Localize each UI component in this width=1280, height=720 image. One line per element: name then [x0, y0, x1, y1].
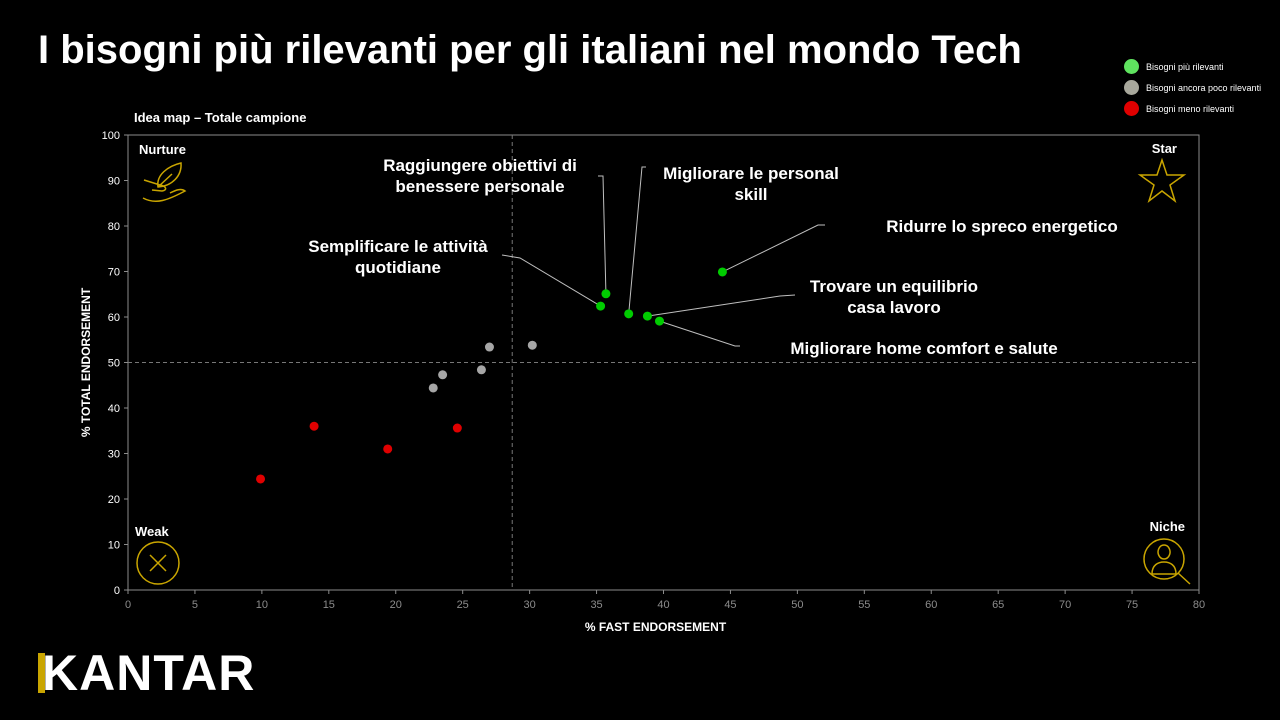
legend-marker — [1124, 80, 1139, 95]
legend-item: Bisogni meno rilevanti — [1124, 98, 1261, 119]
data-point — [717, 267, 727, 277]
x-tick-label: 0 — [125, 599, 131, 611]
leader-line — [501, 254, 601, 307]
star-icon — [1137, 157, 1187, 204]
x-tick-label: 10 — [256, 599, 268, 611]
point-label: Migliorare le personal skill — [663, 164, 839, 204]
legend-label: Bisogni meno rilevanti — [1146, 103, 1235, 114]
legend-item: Bisogni ancora poco rilevanti — [1124, 77, 1261, 98]
legend-label: Bisogni ancora poco rilevanti — [1146, 82, 1262, 93]
chart-title: Idea map – Totale campione — [134, 110, 306, 125]
y-tick-label: 20 — [108, 494, 120, 506]
point-label: Ridurre lo spreco energetico — [886, 217, 1117, 236]
user-search-glyph — [1151, 544, 1191, 585]
data-point — [383, 444, 393, 454]
legend: Bisogni più rilevanti Bisogni ancora poc… — [1124, 56, 1261, 119]
leader-line — [722, 224, 825, 273]
data-point — [654, 316, 664, 326]
point-label: Semplificare le attività quotidiane — [308, 237, 488, 277]
data-point — [527, 340, 537, 350]
y-tick-label: 70 — [108, 267, 120, 279]
x-tick-label: 75 — [1126, 599, 1138, 611]
hand-leaf-icon — [142, 162, 187, 202]
y-tick-label: 90 — [108, 176, 120, 188]
logo-text: KANTAR — [42, 645, 256, 701]
data-point — [596, 301, 606, 311]
x-tick-label: 30 — [524, 599, 536, 611]
legend-item: Bisogni più rilevanti — [1124, 56, 1261, 77]
user-search-icon — [1143, 538, 1185, 580]
x-tick-label: 15 — [323, 599, 335, 611]
quadrant-label-star: Star — [1152, 141, 1177, 156]
x-tick-label: 50 — [791, 599, 803, 611]
data-point — [601, 289, 611, 299]
x-tick-label: 20 — [390, 599, 402, 611]
x-tick-label: 5 — [192, 599, 198, 611]
x-tick-label: 65 — [992, 599, 1004, 611]
point-label: Trovare un equilibrio casa lavoro — [810, 277, 978, 317]
data-point — [642, 311, 652, 321]
y-tick-label: 0 — [114, 585, 120, 597]
x-circle-icon — [136, 541, 180, 585]
data-point — [428, 383, 438, 393]
x-tick-label: 25 — [457, 599, 469, 611]
y-tick-label: 10 — [108, 540, 120, 552]
quadrant-label-niche: Niche — [1150, 519, 1185, 534]
y-tick-label: 60 — [108, 312, 120, 324]
x-tick-label: 40 — [657, 599, 669, 611]
point-label: Raggiungere obiettivi di benessere person… — [383, 156, 577, 196]
x-tick-label: 45 — [724, 599, 736, 611]
legend-marker — [1124, 59, 1139, 74]
x-tick-label: 70 — [1059, 599, 1071, 611]
y-tick-label: 50 — [108, 358, 120, 370]
quadrant-label-nurture: Nurture — [139, 142, 186, 157]
legend-label: Bisogni più rilevanti — [1146, 61, 1224, 72]
quadrant-label-weak: Weak — [135, 524, 169, 539]
data-point — [256, 474, 266, 484]
leader-line — [598, 175, 607, 294]
data-point — [309, 421, 319, 431]
data-point — [476, 365, 486, 375]
page-title: I bisogni più rilevanti per gli italiani… — [38, 28, 1022, 72]
y-axis-label: % TOTAL ENDORSEMENT — [79, 287, 93, 437]
leader-line — [659, 320, 740, 347]
x-tick-label: 80 — [1193, 599, 1205, 611]
x-axis-label: % FAST ENDORSEMENT — [585, 620, 727, 634]
y-tick-label: 40 — [108, 403, 120, 415]
data-point — [452, 423, 462, 433]
data-point — [484, 342, 494, 352]
leader-line — [647, 294, 796, 317]
x-tick-label: 55 — [858, 599, 870, 611]
y-tick-label: 80 — [108, 221, 120, 233]
x-mark-icon — [149, 554, 167, 572]
data-point — [438, 370, 448, 380]
y-tick-label: 30 — [108, 449, 120, 461]
x-tick-label: 35 — [590, 599, 602, 611]
leader-line — [628, 166, 646, 314]
kantar-logo: KANTAR — [38, 644, 255, 702]
x-tick-label: 60 — [925, 599, 937, 611]
y-tick-label: 100 — [102, 130, 120, 142]
legend-marker — [1124, 101, 1139, 116]
data-point — [624, 309, 634, 319]
point-label: Migliorare home comfort e salute — [790, 339, 1057, 358]
